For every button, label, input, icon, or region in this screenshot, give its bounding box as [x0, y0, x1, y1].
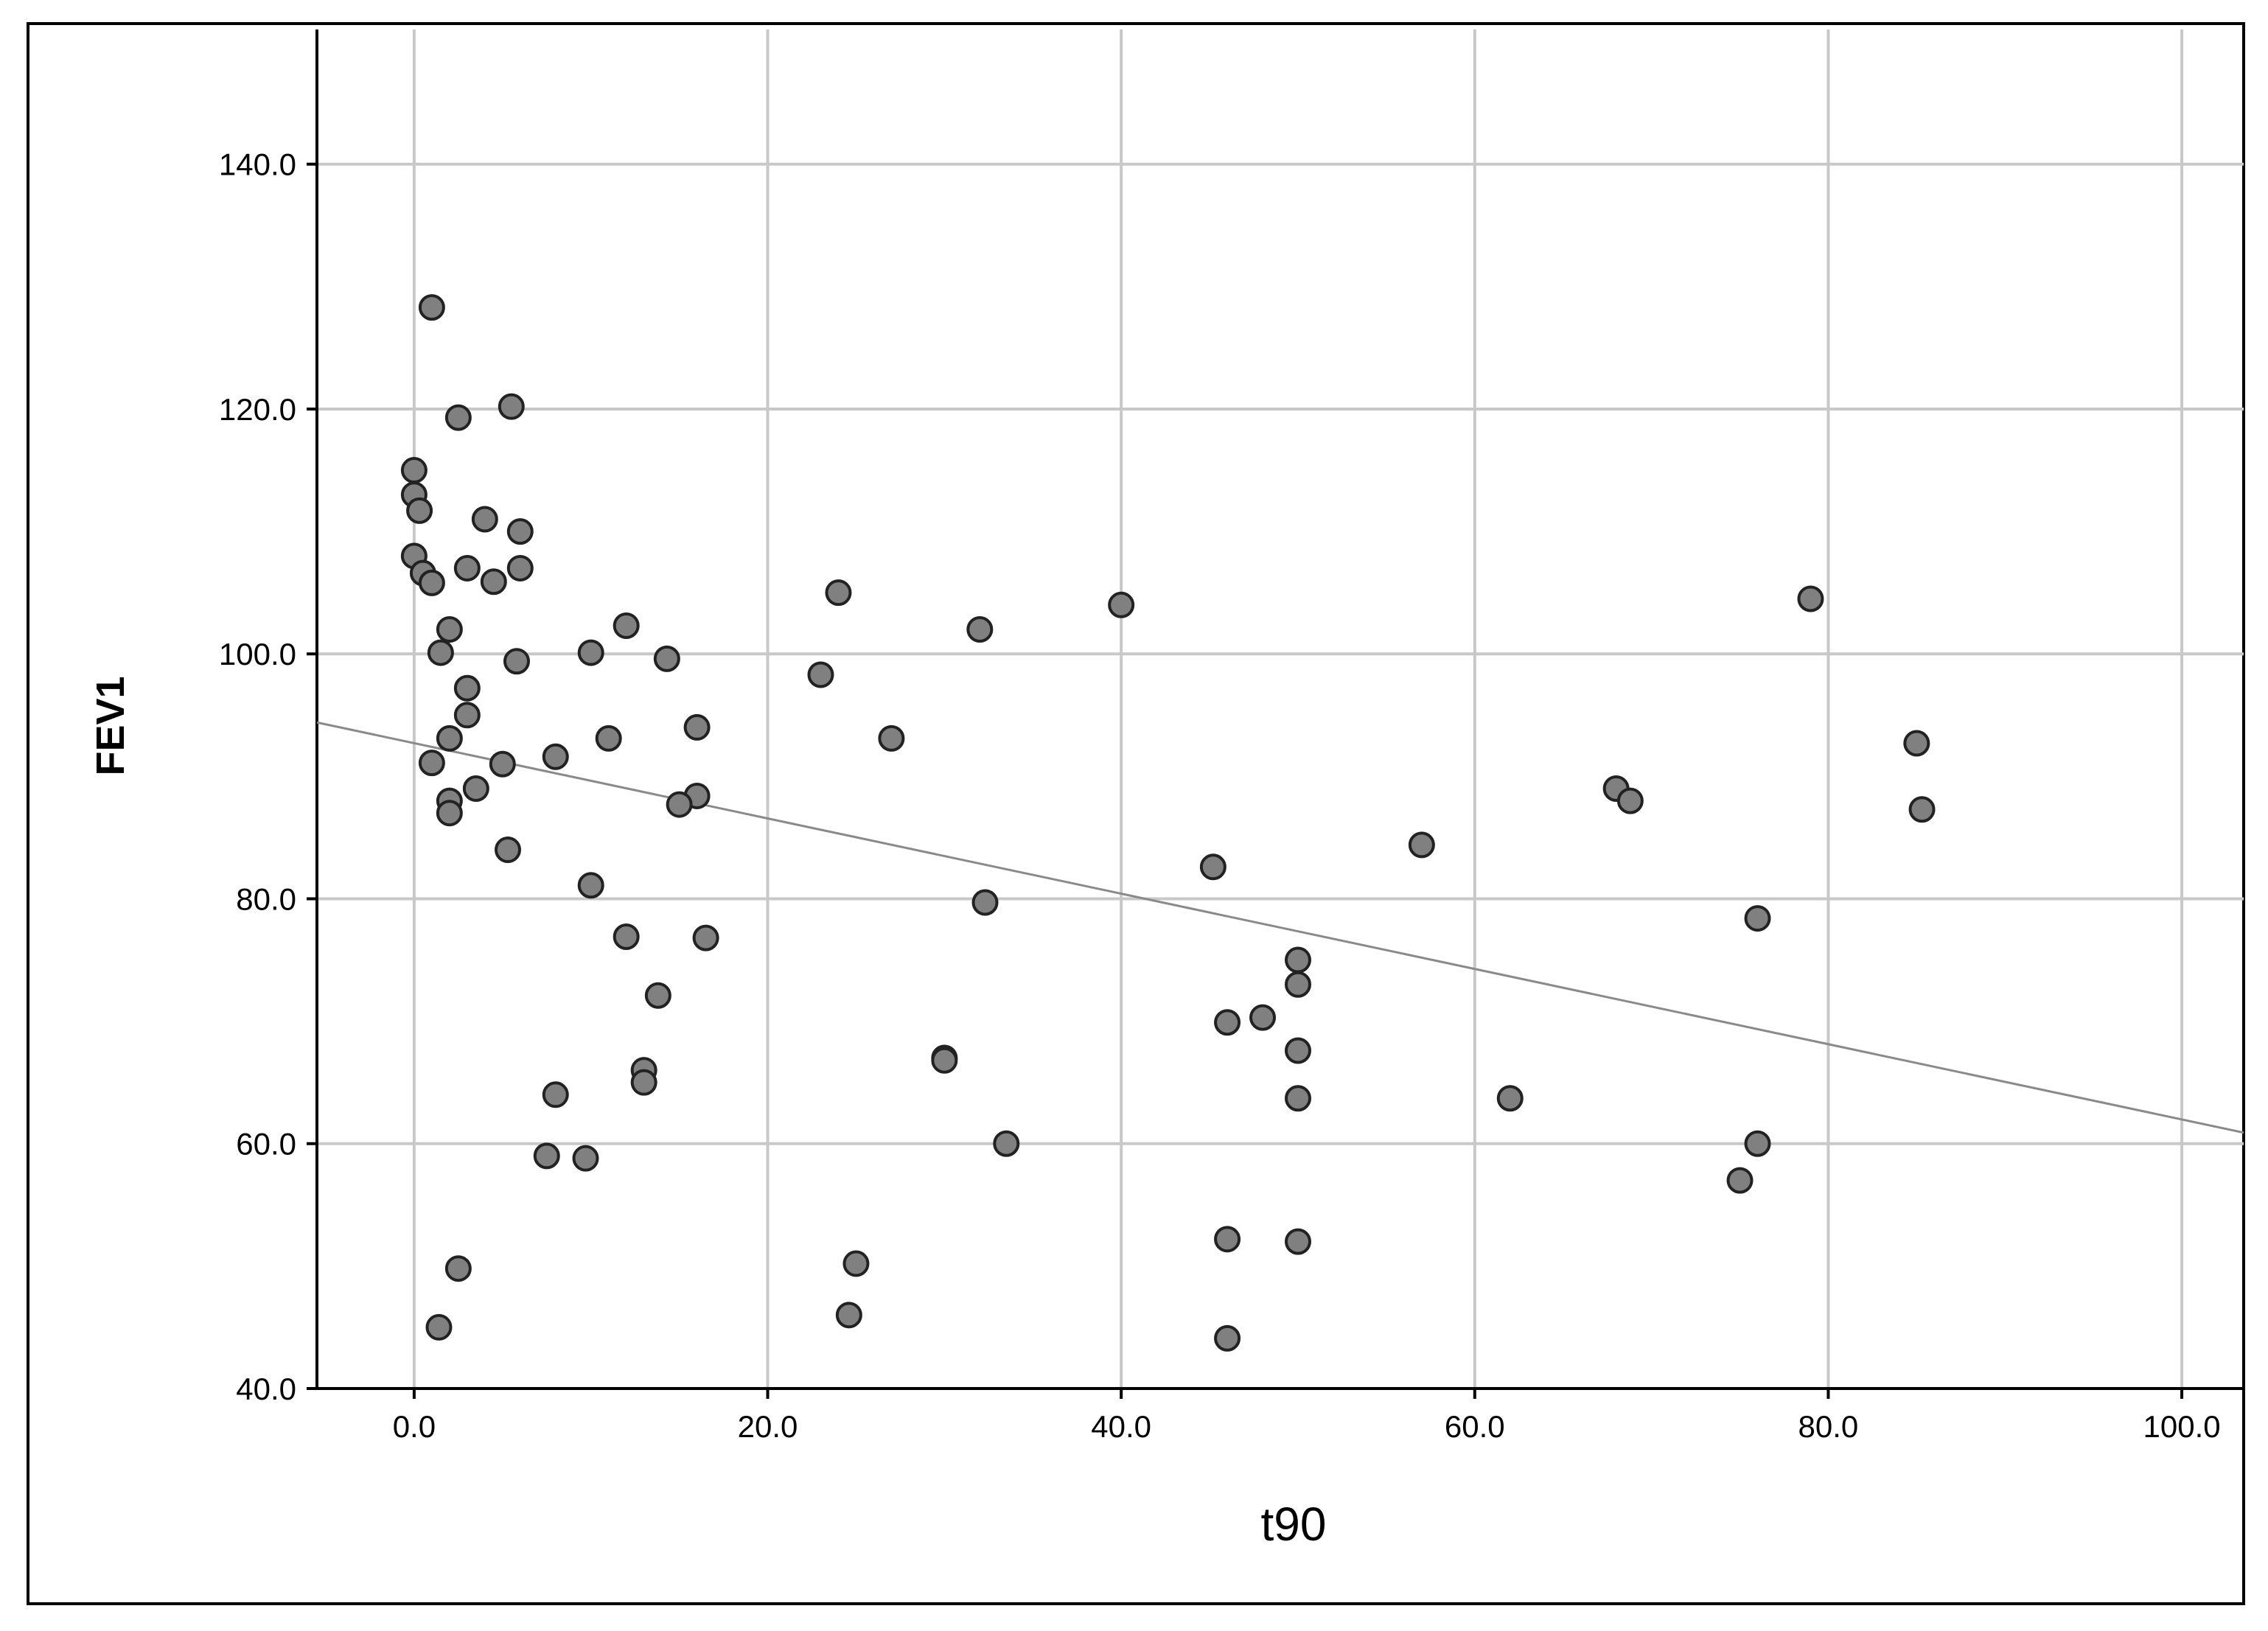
x-tick-label: 40.0 [1091, 1409, 1151, 1444]
data-point [453, 674, 481, 702]
x-tick-label: 0.0 [393, 1409, 436, 1444]
data-point [1408, 831, 1435, 859]
data-point [931, 1047, 958, 1074]
data-points [400, 294, 1936, 1352]
data-point [444, 404, 472, 431]
data-point [613, 923, 640, 950]
data-point [489, 750, 516, 778]
data-point [1199, 853, 1227, 881]
tick-labels: 0.0 20.0 40.0 60.0 80.0 100.0 40.0 60.0 80.0 100.… [219, 147, 2221, 1444]
data-point [542, 1081, 569, 1108]
data-point [1726, 1167, 1754, 1194]
data-point [577, 639, 604, 666]
fit-line [316, 721, 2244, 1134]
data-point [1284, 1037, 1311, 1064]
x-tick-label: 60.0 [1445, 1409, 1505, 1444]
data-point [966, 616, 994, 643]
data-point [503, 648, 530, 675]
data-point [1797, 585, 1824, 612]
data-point [1903, 730, 1930, 757]
data-point [1616, 787, 1644, 814]
data-point [1284, 971, 1311, 998]
data-point [471, 506, 498, 533]
data-point [425, 1313, 453, 1341]
data-point [498, 393, 525, 420]
data-point [506, 518, 534, 545]
data-point [418, 294, 445, 321]
x-tick-label: 20.0 [738, 1409, 798, 1444]
data-point [1214, 1324, 1241, 1352]
data-point [427, 639, 454, 666]
data-point [842, 1250, 870, 1277]
data-point [971, 889, 999, 916]
data-point [1284, 1085, 1311, 1112]
data-point [630, 1069, 657, 1096]
data-point [692, 924, 719, 951]
data-point [683, 713, 711, 741]
data-point [453, 702, 481, 729]
data-point [1214, 1226, 1241, 1253]
data-point [644, 982, 671, 1009]
grid-lines [317, 29, 2244, 1390]
data-point [436, 800, 463, 827]
regression-line [316, 721, 2244, 1134]
data-point [666, 791, 693, 818]
data-point [1249, 1004, 1277, 1031]
data-point [480, 568, 507, 596]
data-point [436, 616, 463, 643]
data-point [400, 457, 428, 484]
data-point [572, 1145, 599, 1172]
data-point [495, 837, 522, 864]
data-point [1744, 1130, 1771, 1157]
data-point [835, 1302, 862, 1329]
chart-frame [27, 22, 2245, 1605]
x-tick-label: 100.0 [2143, 1409, 2221, 1444]
data-point [406, 497, 433, 524]
y-axis-title: FEV1 [88, 676, 133, 775]
data-point [595, 724, 622, 752]
data-point [436, 724, 463, 752]
data-point [444, 1255, 472, 1282]
data-point [1284, 946, 1311, 974]
data-point [613, 612, 640, 640]
data-point [1496, 1085, 1524, 1112]
x-axis-title: t90 [1261, 1498, 1327, 1551]
y-tick-label: 140.0 [219, 147, 296, 182]
data-point [1908, 796, 1936, 823]
data-point [462, 775, 489, 802]
y-tick-label: 60.0 [236, 1127, 296, 1162]
data-point [653, 645, 680, 672]
y-tick-label: 100.0 [219, 637, 296, 671]
data-point [418, 750, 445, 777]
data-point [1214, 1009, 1241, 1036]
data-point [418, 569, 445, 596]
data-point [506, 554, 534, 581]
data-point [807, 661, 834, 688]
y-tick-label: 120.0 [219, 392, 296, 427]
y-tick-label: 40.0 [236, 1372, 296, 1406]
y-tick-label: 80.0 [236, 881, 296, 916]
data-point [533, 1142, 560, 1170]
data-point [453, 554, 481, 581]
data-point [878, 724, 905, 752]
data-point [542, 743, 569, 770]
data-point [577, 872, 604, 899]
data-point [1744, 905, 1771, 932]
x-tick-label: 80.0 [1798, 1409, 1859, 1444]
axes [307, 29, 2244, 1399]
data-point [1108, 591, 1135, 618]
data-point [1284, 1228, 1311, 1255]
data-point [993, 1130, 1020, 1157]
data-point [825, 579, 852, 607]
